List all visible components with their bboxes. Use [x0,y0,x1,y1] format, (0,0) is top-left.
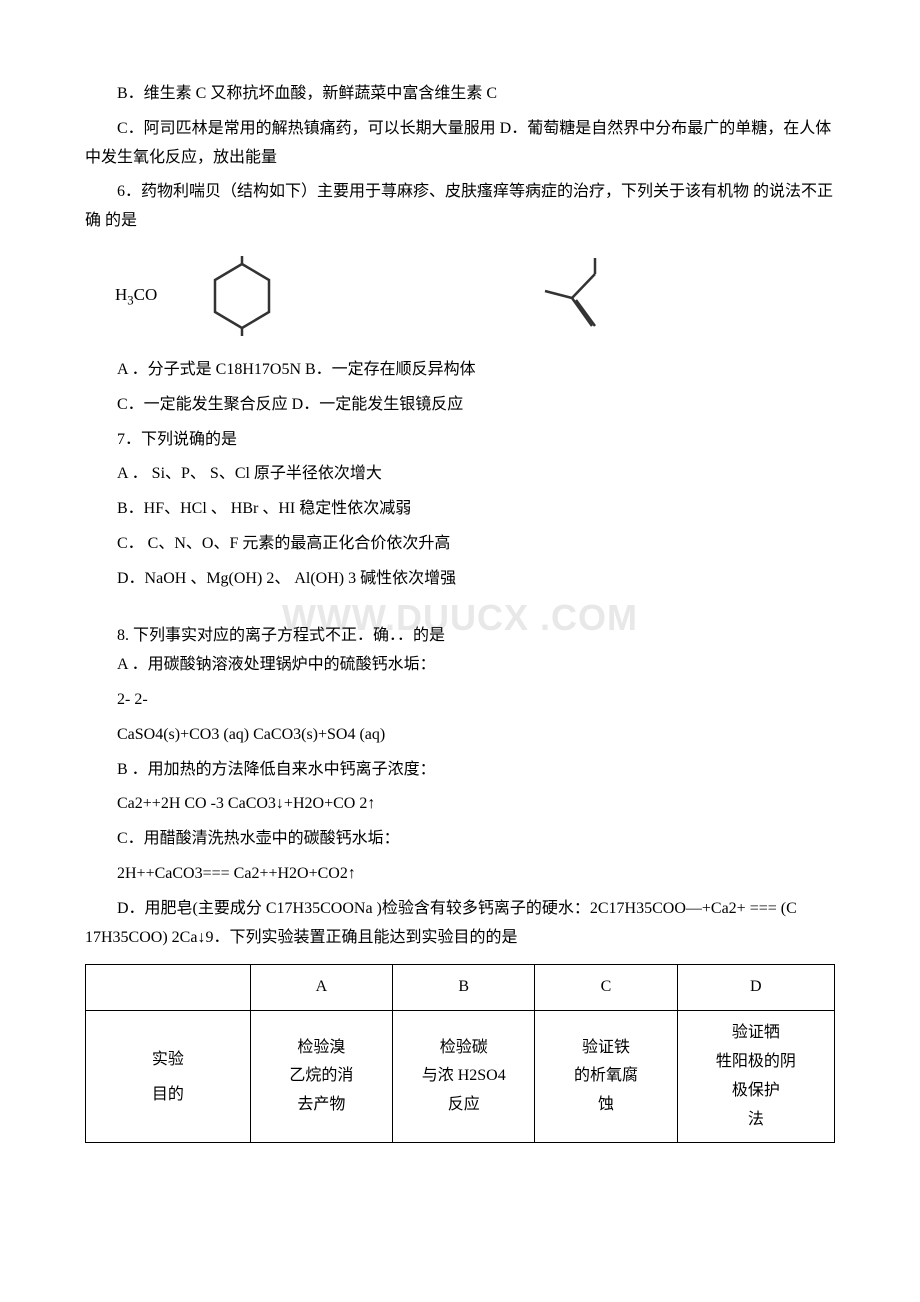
cell-line: 乙烷的消 [255,1062,388,1091]
formula-h3co: H3CO [115,280,157,312]
table-cell: C [535,965,677,1011]
table-cell [86,965,251,1011]
q8-option-c-eq: 2H++CaCO3=== Ca2++H2O+CO2↑ [85,860,835,889]
chemical-structures: H3CO [115,256,835,336]
table-cell: 验证牺 牲阳极的阴 极保护 法 [677,1011,834,1143]
q8-option-b-label: B ．用加热的方法降低自来水中钙离子浓度： [85,756,835,785]
q6-options-cd: C．一定能发生聚合反应 D．一定能发生银镜反应 [85,391,835,420]
cell-line: 检验溴 [255,1034,388,1063]
cell-line: 验证牺 [682,1019,830,1048]
table-row: 实验 目的 检验溴 乙烷的消 去产物 检验碳 与浓 H2SO4 反应 验证铁 的… [86,1011,835,1143]
cell-line: 与浓 H2SO4 [397,1062,530,1091]
cell-line: 去产物 [255,1091,388,1120]
cell-line: 目的 [90,1077,246,1112]
q8-option-d-and-q9: D．用肥皂(主要成分 C17H35COONa )检验含有较多钙离子的硬水：2C1… [85,895,835,953]
q8-option-a-note: 2- 2- [85,686,835,715]
experiment-table: A B C D 实验 目的 检验溴 乙烷的消 去产物 检验碳 与浓 H2SO4 … [85,964,835,1143]
table-row: A B C D [86,965,835,1011]
cell-line: 极保护 [682,1077,830,1106]
cell-line: 的析氧腐 [539,1062,672,1091]
table-cell: 实验 目的 [86,1011,251,1143]
q7-option-c: C． C、N、O、F 元素的最高正化合价依次升高 [85,530,835,559]
q6-stem: 6．药物利喘贝（结构如下）主要用于荨麻疹、皮肤瘙痒等病症的治疗，下列关于该有机物… [85,178,835,236]
cell-line: 法 [682,1106,830,1135]
q8-option-c-label: C．用醋酸清洗热水壶中的碳酸钙水垢： [85,825,835,854]
q5-option-b: B．维生素 C 又称抗坏血酸，新鲜蔬菜中富含维生素 C [85,80,835,109]
table-cell: 检验溴 乙烷的消 去产物 [250,1011,392,1143]
q7-option-a: A ． Si、P、 S、Cl 原子半径依次增大 [85,460,835,489]
cell-line: 牲阳极的阴 [682,1048,830,1077]
table-cell: 验证铁 的析氧腐 蚀 [535,1011,677,1143]
q5-option-cd: C．阿司匹林是常用的解热镇痛药，可以长期大量服用 D．葡萄糖是自然界中分布最广的… [85,115,835,173]
branch-structure-icon [537,256,607,336]
q8-option-a-label: A ．用碳酸钠溶液处理锅炉中的硫酸钙水垢： [85,651,835,680]
q8-option-b-eq: Ca2++2H CO -3 CaCO3↓+H2O+CO 2↑ [85,790,835,819]
cell-line: 实验 [90,1042,246,1077]
q8-option-a-eq: CaSO4(s)+CO3 (aq) CaCO3(s)+SO4 (aq) [85,721,835,750]
cell-line: 蚀 [539,1091,672,1120]
cell-line: 验证铁 [539,1034,672,1063]
cell-line: 反应 [397,1091,530,1120]
q7-option-b: B．HF、HCl 、 HBr 、HI 稳定性依次减弱 [85,495,835,524]
q7-stem: 7．下列说确的是 [85,426,835,455]
q6-options-ab: A ．分子式是 C18H17O5N B．一定存在顺反异构体 [85,356,835,385]
table-cell: A [250,965,392,1011]
q8-stem: 8. 下列事实对应的离子方程式不正．确．．的是 [85,622,835,651]
table-cell: B [393,965,535,1011]
benzene-ring-icon [207,256,277,336]
cell-line: 检验碳 [397,1034,530,1063]
table-cell: 检验碳 与浓 H2SO4 反应 [393,1011,535,1143]
table-cell: D [677,965,834,1011]
